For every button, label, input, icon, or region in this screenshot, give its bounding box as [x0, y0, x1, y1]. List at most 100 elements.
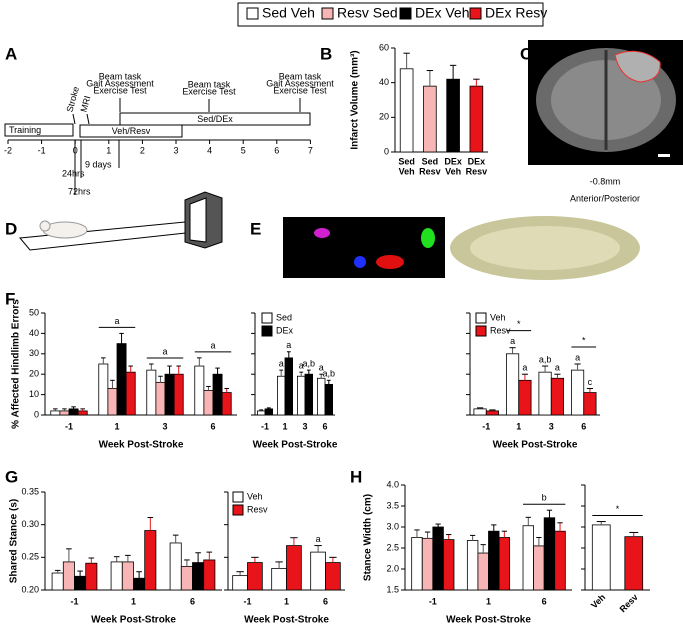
bar — [256, 410, 266, 416]
significance-letter: a — [299, 361, 304, 371]
bracket-label: * — [616, 504, 620, 514]
x-axis-title: Week Post-Stroke — [446, 615, 531, 626]
x-axis-title: Week Post-Stroke — [99, 440, 184, 451]
significance-letter: a,b — [323, 369, 336, 379]
bar — [498, 537, 511, 591]
x-tick-label: Veh — [445, 166, 461, 176]
tracking-image — [283, 217, 445, 278]
x-tick-label: -1 — [65, 421, 73, 431]
panel-label: G — [5, 467, 18, 486]
bar — [554, 530, 566, 591]
event-arrow — [72, 113, 76, 125]
x-tick-label: Resv — [466, 166, 488, 176]
bar — [194, 365, 205, 416]
y-tick-label: 0.30 — [21, 519, 39, 529]
panel-label: E — [250, 219, 261, 238]
legend-swatch — [261, 325, 273, 337]
bar — [51, 572, 64, 591]
event-label: Beam task — [188, 79, 231, 89]
legend-label: Resv Sed — [337, 5, 398, 21]
mri-section: -0.8mm — [590, 176, 621, 186]
bracket-label: * — [582, 335, 586, 345]
paw-mark — [314, 228, 330, 238]
panel-label: H — [350, 467, 362, 486]
bar — [505, 353, 520, 416]
event-label: Gait Assessment — [266, 78, 334, 88]
legend-label: Sed Veh — [262, 5, 315, 21]
x-tick-label: Veh — [399, 166, 415, 176]
interval-label: 72hrs — [68, 186, 91, 196]
goal-box-opening — [189, 197, 207, 243]
timeline-tick-label: -2 — [4, 145, 12, 155]
x-tick-label: 1 — [131, 596, 136, 606]
panel-label: A — [5, 44, 17, 63]
scale-bar — [658, 154, 670, 157]
panel-label: B — [320, 44, 332, 63]
significance-letter: a,b — [539, 354, 552, 364]
timeline-tick-label: 2 — [140, 145, 145, 155]
timeline-tick-label: 6 — [274, 145, 279, 155]
x-tick-label: 3 — [549, 421, 554, 431]
panel-label: C — [520, 44, 532, 63]
x-axis-title: Week Post-Stroke — [91, 615, 176, 626]
bar — [310, 551, 326, 591]
y-tick-label: 60 — [379, 42, 389, 52]
x-tick-label: 6 — [542, 596, 547, 606]
bar — [247, 562, 263, 591]
bar — [133, 577, 146, 591]
bar — [276, 375, 286, 416]
legend-label: Veh — [247, 491, 263, 501]
timeline-tick-label: 3 — [173, 145, 178, 155]
bar — [169, 542, 182, 591]
interval-label: 9 days — [85, 159, 112, 169]
phase-label: Veh/Resv — [112, 126, 151, 136]
bar — [203, 390, 214, 416]
bar — [316, 377, 326, 416]
bar — [74, 575, 87, 591]
mri-axis: Anterior/Posterior — [570, 193, 640, 203]
bar — [68, 408, 79, 416]
bar — [221, 392, 232, 416]
y-tick-label: 10 — [29, 389, 39, 399]
legend-swatch — [232, 504, 244, 516]
legend-swatch — [261, 312, 273, 324]
bar — [59, 410, 70, 416]
y-tick-label: 0.35 — [21, 486, 39, 496]
y-tick-label: 2.5 — [386, 542, 399, 552]
event-arrow — [86, 113, 90, 125]
bar — [469, 85, 484, 153]
x-tick-label: 6 — [210, 421, 215, 431]
bar — [116, 343, 127, 416]
significance-letter: a — [286, 340, 291, 350]
significance-letter: a,b — [303, 358, 316, 368]
bar — [77, 410, 88, 416]
rat-head — [39, 220, 51, 232]
phase-label: Training — [9, 125, 41, 135]
event-label: Exercise Test — [93, 85, 147, 95]
y-axis-title: Shared Stance (s) — [9, 499, 20, 583]
bar — [399, 68, 414, 153]
timeline-tick-label: 1 — [106, 145, 111, 155]
y-tick-label: 1.5 — [386, 584, 399, 594]
bar — [522, 525, 534, 591]
x-tick-label: Resv — [419, 166, 441, 176]
x-tick-label: 3 — [302, 421, 307, 431]
bar — [203, 559, 216, 591]
legend-label: DEx — [276, 325, 294, 335]
y-axis-title: Stance Width (cm) — [363, 494, 374, 581]
bar — [543, 517, 556, 591]
x-tick-label: 1 — [284, 596, 289, 606]
bar — [110, 561, 123, 591]
bar — [571, 369, 585, 416]
bracket-label: a — [114, 316, 119, 326]
significance-letter: a — [279, 358, 284, 368]
bar — [284, 357, 293, 416]
bar — [180, 566, 193, 591]
bar — [164, 373, 175, 416]
legend-swatch — [475, 312, 487, 324]
bar — [324, 383, 333, 416]
x-tick-label: Resv — [618, 592, 640, 614]
panel-label: D — [5, 219, 17, 238]
bar — [411, 537, 423, 591]
bar — [550, 377, 565, 416]
